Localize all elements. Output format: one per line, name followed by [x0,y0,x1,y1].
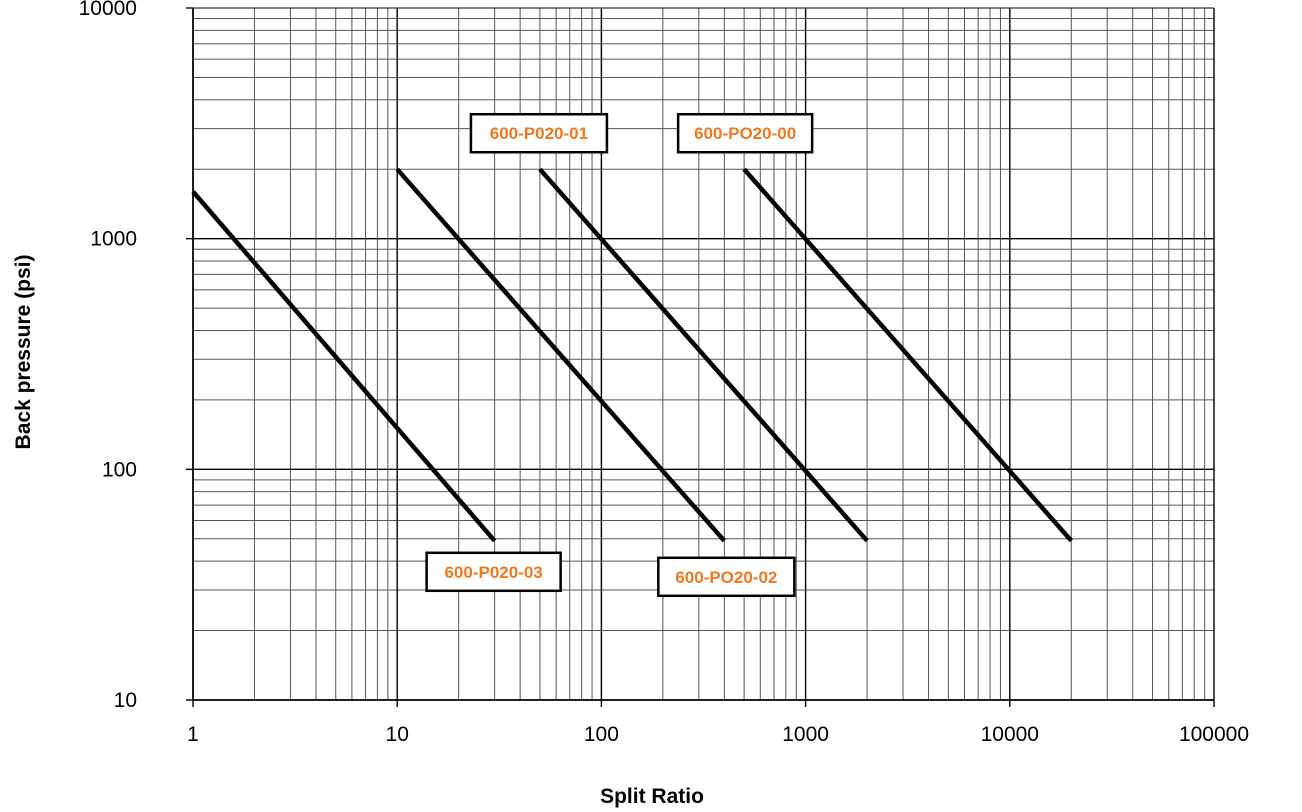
x-tick-label: 100000 [1179,723,1249,746]
series-line [193,192,495,541]
series-line [540,169,867,541]
x-tick-label: 100 [584,723,619,746]
y-tick-label: 10 [114,689,137,712]
y-tick-label: 10000 [79,0,137,20]
x-tick-label: 1000 [782,723,829,746]
series-label: 600-PO20-02 [675,568,777,587]
series-line [744,169,1071,541]
series-labels: 600-P020-03 600-PO20-02 600-P020-01 600-PO2… [427,114,813,596]
y-axis-title: Back pressure (psi) [12,255,35,450]
y-tick-labels: 10 100 1000 10000 [79,0,193,712]
x-tick-label: 1 [187,723,199,746]
y-tick-label: 1000 [90,228,137,251]
series-label: 600-P020-03 [444,563,542,582]
series-lines [193,169,1071,541]
y-tick-label: 100 [102,458,137,481]
x-axis-title: Split Ratio [600,785,704,808]
x-tick-label: 10 [386,723,409,746]
series-label: 600-P020-01 [490,124,588,143]
x-tick-label: 10000 [981,723,1039,746]
series-label: 600-PO20-00 [694,124,796,143]
x-tick-labels: 1 10 100 1000 10000 100000 [187,700,1249,746]
